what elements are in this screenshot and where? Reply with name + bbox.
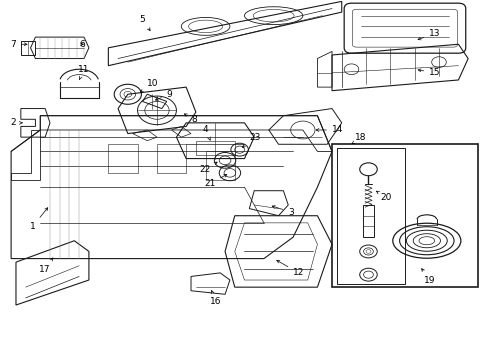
Bar (363, 205, 373, 237)
Text: 8: 8 (184, 114, 196, 124)
Text: 6: 6 (79, 40, 85, 49)
Text: 21: 21 (203, 175, 226, 188)
Text: 14: 14 (315, 126, 343, 135)
Text: 15: 15 (417, 68, 440, 77)
Bar (157, 144, 186, 173)
Text: 22: 22 (199, 162, 217, 174)
Bar (336, 148, 404, 284)
Text: 20: 20 (376, 191, 391, 202)
Text: 4: 4 (203, 126, 210, 140)
Bar (108, 144, 137, 173)
Text: 17: 17 (40, 258, 53, 274)
Text: 11: 11 (78, 65, 90, 79)
Text: 23: 23 (242, 132, 260, 147)
Text: 18: 18 (351, 132, 366, 144)
Text: 16: 16 (209, 291, 221, 306)
Bar (331, 144, 477, 287)
Text: 10: 10 (140, 79, 159, 92)
Text: 7: 7 (10, 40, 27, 49)
Text: 13: 13 (417, 29, 440, 40)
Text: 12: 12 (276, 260, 304, 277)
Bar (196, 141, 234, 155)
Text: 1: 1 (30, 208, 48, 231)
Bar (205, 152, 234, 180)
Text: 5: 5 (139, 15, 150, 31)
Text: 3: 3 (272, 206, 293, 217)
Text: 9: 9 (155, 90, 172, 100)
Text: 19: 19 (421, 269, 435, 284)
Text: 2: 2 (10, 118, 22, 127)
